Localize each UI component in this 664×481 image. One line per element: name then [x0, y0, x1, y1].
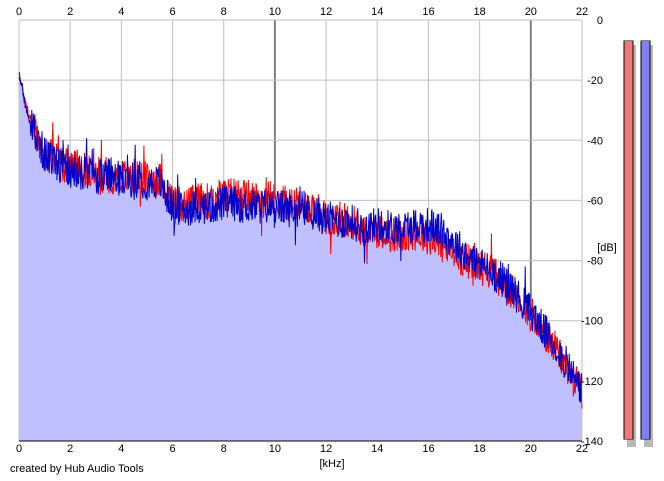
x-tick-label-top: 0 [16, 6, 22, 18]
y-tick-label: -20 [587, 75, 603, 87]
x-tick-label-bottom: 2 [67, 443, 73, 455]
left-channel-meter [623, 40, 636, 447]
y-tick-label: -100 [581, 316, 603, 328]
x-tick-label-bottom: 8 [221, 443, 227, 455]
spectrum-area-fill [19, 73, 582, 441]
x-tick-label-top: 4 [118, 6, 124, 18]
series-lines [18, 71, 583, 409]
y-tick-label: 0 [597, 15, 603, 27]
x-tick-label-bottom: 6 [169, 443, 175, 455]
x-tick-label-bottom: 22 [576, 443, 588, 455]
x-tick-label-top: 12 [320, 6, 332, 18]
x-tick-label-bottom: 4 [118, 443, 124, 455]
y-axis-ticks: 0 -20 -40 -60 -80 -100 -120 -140 [581, 15, 603, 448]
x-tick-label-top: 10 [269, 6, 281, 18]
x-tick-label-bottom: 14 [371, 443, 383, 455]
credit-label: created by Hub Audio Tools [10, 463, 144, 475]
y-axis-label: [dB] [597, 242, 617, 254]
x-tick-label-top: 20 [525, 6, 537, 18]
right-channel-meter [640, 40, 653, 447]
x-tick-label-top: 14 [371, 6, 383, 18]
x-tick-label-bottom: 0 [16, 443, 22, 455]
x-axis-bottom-ticks: 0 2 4 6 8 10 12 14 16 18 20 22 [16, 443, 588, 455]
x-axis-top-ticks: 0 2 4 6 8 10 12 14 16 18 20 22 [16, 6, 588, 18]
y-tick-label: -80 [587, 256, 603, 268]
x-tick-label-bottom: 18 [474, 443, 486, 455]
x-tick-label-bottom: 20 [525, 443, 537, 455]
x-tick-label-top: 18 [474, 6, 486, 18]
right-meter-fill [641, 41, 650, 439]
x-tick-label-bottom: 10 [269, 443, 281, 455]
x-tick-label-top: 22 [576, 6, 588, 18]
y-tick-label: -140 [581, 436, 603, 448]
x-tick-label-top: 2 [67, 6, 73, 18]
x-axis-label: [kHz] [319, 458, 344, 470]
y-tick-label: -40 [587, 135, 603, 147]
x-tick-label-top: 16 [422, 6, 434, 18]
x-tick-label-bottom: 16 [422, 443, 434, 455]
right-channel-line [18, 71, 583, 403]
y-tick-label: -120 [581, 376, 603, 388]
y-tick-label: -60 [587, 195, 603, 207]
x-tick-label-top: 6 [169, 6, 175, 18]
x-tick-label-bottom: 12 [320, 443, 332, 455]
left-meter-fill [624, 41, 633, 439]
x-tick-label-top: 8 [221, 6, 227, 18]
